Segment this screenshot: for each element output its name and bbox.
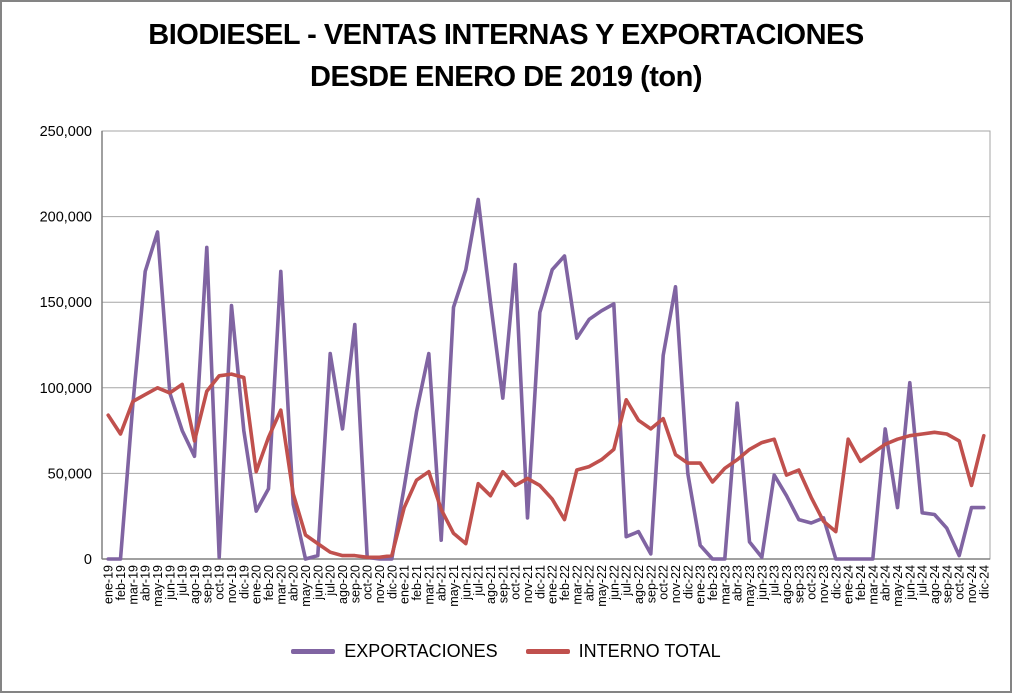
x-axis-tick-label: nov-22 — [669, 565, 683, 603]
x-axis-tick-label: mar-20 — [274, 565, 288, 605]
x-axis-tick-label: oct-24 — [953, 565, 967, 600]
x-axis-tick-label: mar-22 — [570, 565, 584, 605]
x-axis-tick-label: abr-24 — [879, 565, 893, 601]
x-axis-tick-label: abr-23 — [731, 565, 745, 601]
x-axis-tick-label: abr-22 — [583, 565, 597, 601]
y-axis-tick-label: 0 — [84, 552, 92, 568]
x-axis-tick-label: dic-23 — [829, 565, 843, 599]
x-axis-tick-label: sep-23 — [792, 565, 806, 603]
x-axis-tick-label: jun-21 — [459, 565, 473, 601]
x-axis-tick-label: may-24 — [891, 565, 905, 607]
x-axis-tick-label: ago-20 — [336, 565, 350, 604]
x-axis-tick-label: jul-21 — [472, 565, 486, 597]
x-axis-tick-label: jun-22 — [607, 565, 621, 601]
x-axis-tick-label: jun-24 — [903, 565, 917, 601]
y-axis-tick-label: 50,000 — [48, 466, 92, 482]
x-axis-tick-label: oct-22 — [657, 565, 671, 600]
x-axis-tick-label: ago-19 — [188, 565, 202, 604]
x-axis-tick-label: mar-19 — [126, 565, 140, 605]
x-axis-tick-label: sep-19 — [200, 565, 214, 603]
x-axis-tick-label: jul-24 — [916, 565, 930, 597]
series-line-interno-total[interactable] — [106, 372, 986, 560]
x-axis-tick-label: ene-19 — [102, 565, 116, 604]
x-axis-tick-label: may-21 — [447, 565, 461, 607]
x-axis-tick-label: sep-22 — [644, 565, 658, 603]
x-axis-tick-label: feb-24 — [854, 565, 868, 600]
x-axis-tick-label: jun-23 — [755, 565, 769, 601]
legend-item-interno-total[interactable]: INTERNO TOTAL — [525, 641, 721, 662]
chart-title-line1: BIODIESEL - VENTAS INTERNAS Y EXPORTACIO… — [148, 19, 864, 51]
x-axis-tick-label: may-22 — [595, 565, 609, 607]
x-axis-tick-label: oct-20 — [361, 565, 375, 600]
x-axis-tick-label: abr-21 — [435, 565, 449, 601]
x-axis-tick-label: oct-21 — [509, 565, 523, 600]
x-axis-tick-label: may-23 — [743, 565, 757, 607]
x-axis-tick-label: jun-20 — [311, 565, 325, 601]
x-axis-tick-label: dic-22 — [681, 565, 695, 599]
x-axis-tick-label: nov-19 — [225, 565, 239, 603]
x-axis-tick-label: mar-23 — [718, 565, 732, 605]
x-axis-tick-label: feb-21 — [410, 565, 424, 600]
x-axis-tick-label: jul-20 — [324, 565, 338, 597]
x-axis-tick-label: oct-19 — [213, 565, 227, 600]
x-axis-tick-label: ene-22 — [546, 565, 560, 604]
x-axis-tick-label: ago-23 — [780, 565, 794, 604]
x-axis-tick-label: dic-20 — [385, 565, 399, 599]
chart-title: BIODIESEL - VENTAS INTERNAS Y EXPORTACIO… — [0, 14, 1012, 98]
y-axis-tick-label: 100,000 — [40, 381, 92, 397]
interno-total-line-swatch — [525, 649, 570, 654]
x-axis-tick-label: abr-20 — [287, 565, 301, 601]
x-axis-tick-label: may-20 — [299, 565, 313, 607]
series-line-exportaciones[interactable] — [106, 197, 986, 561]
x-axis-tick-label: nov-21 — [521, 565, 535, 603]
x-axis-tick-label: dic-24 — [977, 565, 991, 599]
legend-label-interno-total: INTERNO TOTAL — [578, 641, 721, 661]
y-axis-tick-label: 250,000 — [40, 124, 92, 140]
y-axis-tick-label: 200,000 — [40, 210, 92, 226]
x-axis-tick-label: jul-22 — [620, 565, 634, 597]
exportaciones-line-swatch — [291, 649, 336, 654]
x-axis-tick-label: jul-23 — [768, 565, 782, 597]
x-axis-tick-label: sep-21 — [496, 565, 510, 603]
x-axis-tick-label: dic-19 — [237, 565, 251, 599]
x-axis-tick-label: sep-24 — [940, 565, 954, 603]
x-axis-tick-label: ago-24 — [928, 565, 942, 604]
legend-label-exportaciones: EXPORTACIONES — [344, 641, 498, 661]
x-axis-tick-label: nov-23 — [817, 565, 831, 603]
x-axis-tick-label: abr-19 — [139, 565, 153, 601]
x-axis-tick-label: ene-23 — [694, 565, 708, 604]
x-axis-tick-label: sep-20 — [348, 565, 362, 603]
chart-title-line2: DESDE ENERO DE 2019 (ton) — [310, 61, 702, 93]
x-axis-tick-label: mar-24 — [866, 565, 880, 605]
legend-item-exportaciones[interactable]: EXPORTACIONES — [291, 641, 498, 662]
x-axis-tick-label: jul-19 — [176, 565, 190, 597]
x-axis-tick-label: ene-21 — [398, 565, 412, 604]
y-axis-tick-label: 150,000 — [40, 295, 92, 311]
x-axis-tick-label: nov-20 — [373, 565, 387, 603]
x-axis-tick-label: feb-23 — [706, 565, 720, 600]
x-axis-tick-label: ago-22 — [632, 565, 646, 604]
x-axis-tick-label: feb-19 — [114, 565, 128, 600]
x-axis-tick-label: jun-19 — [163, 565, 177, 601]
x-axis-tick-label: feb-20 — [262, 565, 276, 600]
x-axis-tick-label: feb-22 — [558, 565, 572, 600]
chart-legend: EXPORTACIONES INTERNO TOTAL — [0, 641, 1012, 662]
x-axis-tick-label: dic-21 — [533, 565, 547, 599]
x-axis-tick-label: ene-24 — [842, 565, 856, 604]
x-axis-tick-label: oct-23 — [805, 565, 819, 600]
x-axis-tick-label: mar-21 — [422, 565, 436, 605]
x-axis-tick-label: ene-20 — [250, 565, 264, 604]
x-axis-tick-label: may-19 — [151, 565, 165, 607]
x-axis-tick-label: nov-24 — [965, 565, 979, 603]
x-axis-tick-label: ago-21 — [484, 565, 498, 604]
